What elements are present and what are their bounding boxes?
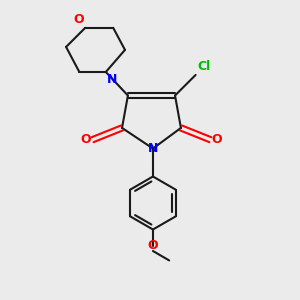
Text: O: O: [212, 133, 222, 146]
Text: N: N: [107, 74, 118, 86]
Text: O: O: [81, 133, 92, 146]
Text: N: N: [148, 142, 158, 155]
Text: Cl: Cl: [197, 60, 210, 73]
Text: O: O: [148, 239, 158, 252]
Text: O: O: [73, 13, 84, 26]
